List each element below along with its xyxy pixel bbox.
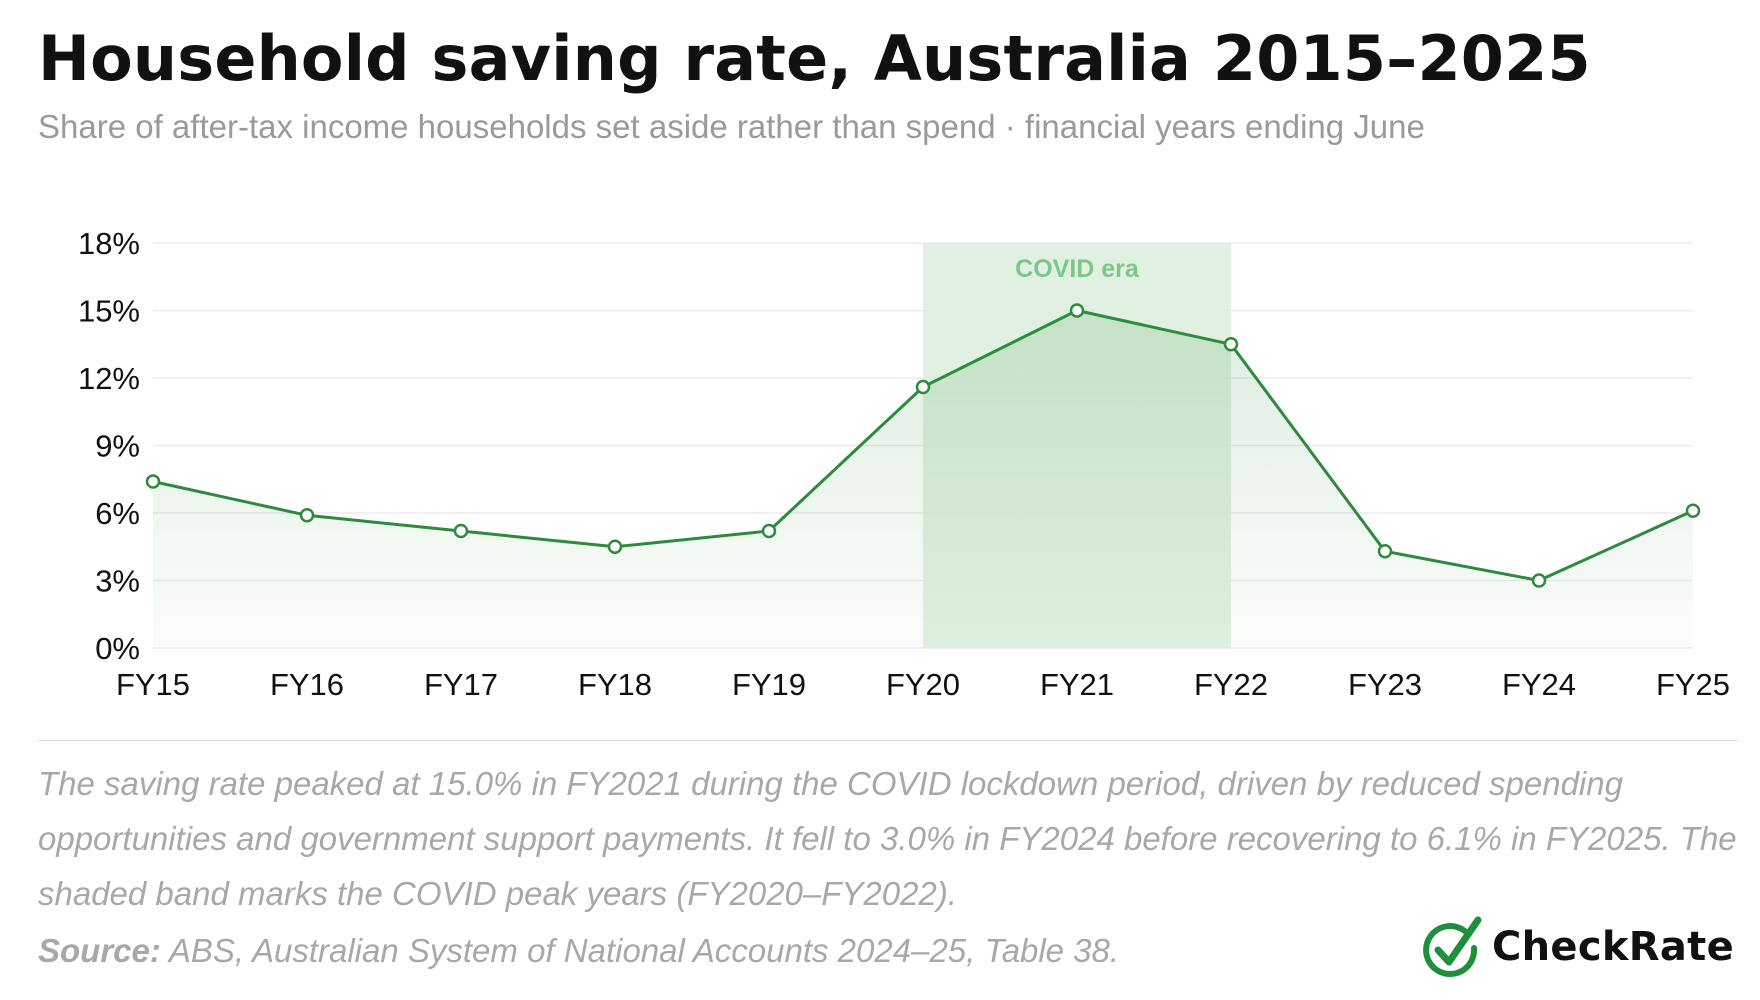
data-point bbox=[1069, 303, 1085, 318]
data-point bbox=[761, 523, 777, 539]
data-point bbox=[1531, 573, 1547, 588]
y-tick-label: 18% bbox=[78, 226, 140, 261]
source-line: Source: ABS, Australian System of Nation… bbox=[38, 932, 1119, 970]
divider bbox=[38, 740, 1738, 741]
chart-title: Household saving rate, Australia 2015–20… bbox=[38, 22, 1591, 95]
data-point bbox=[1685, 503, 1701, 518]
y-tick-label: 6% bbox=[95, 496, 140, 531]
x-tick-label: FY21 bbox=[1040, 667, 1114, 702]
y-tick-label: 0% bbox=[95, 631, 140, 666]
data-point bbox=[915, 379, 931, 395]
x-tick-label: FY17 bbox=[424, 667, 498, 702]
x-tick-label: FY24 bbox=[1502, 667, 1576, 702]
data-point bbox=[453, 523, 469, 539]
area-fill bbox=[153, 310, 1693, 648]
x-tick-label: FY23 bbox=[1348, 667, 1422, 702]
x-tick-label: FY18 bbox=[578, 667, 652, 702]
band-label: COVID era bbox=[1015, 255, 1140, 283]
x-tick-label: FY20 bbox=[886, 667, 960, 702]
line-chart: COVID era 0% 3% 6% 9% 12% 15% 18% FY15 FY16 FY17… bbox=[78, 226, 1730, 702]
x-tick-label: FY16 bbox=[270, 667, 344, 702]
data-point bbox=[607, 539, 623, 554]
brand-logo: CheckRate bbox=[1418, 912, 1734, 982]
chart-note: The saving rate peaked at 15.0% in FY202… bbox=[38, 765, 1737, 912]
source-text: ABS, Australian System of National Accou… bbox=[160, 932, 1120, 969]
y-tick-label: 15% bbox=[78, 294, 140, 329]
source-label: Source: bbox=[38, 932, 161, 969]
data-point bbox=[299, 508, 315, 523]
x-tick-label: FY15 bbox=[116, 667, 190, 702]
data-point bbox=[1223, 337, 1239, 352]
data-point bbox=[145, 474, 161, 489]
y-tick-label: 3% bbox=[95, 564, 140, 599]
x-tick-label: FY22 bbox=[1194, 667, 1268, 702]
chart-subtitle: Share of after-tax income households set… bbox=[38, 108, 1425, 145]
data-point bbox=[1377, 544, 1393, 559]
y-tick-label: 9% bbox=[95, 429, 140, 464]
x-tick-label: FY25 bbox=[1656, 667, 1730, 702]
x-tick-label: FY19 bbox=[732, 667, 806, 702]
y-tick-label: 12% bbox=[78, 361, 140, 396]
check-circle-icon bbox=[1423, 916, 1482, 978]
brand-name: CheckRate bbox=[1492, 924, 1735, 970]
